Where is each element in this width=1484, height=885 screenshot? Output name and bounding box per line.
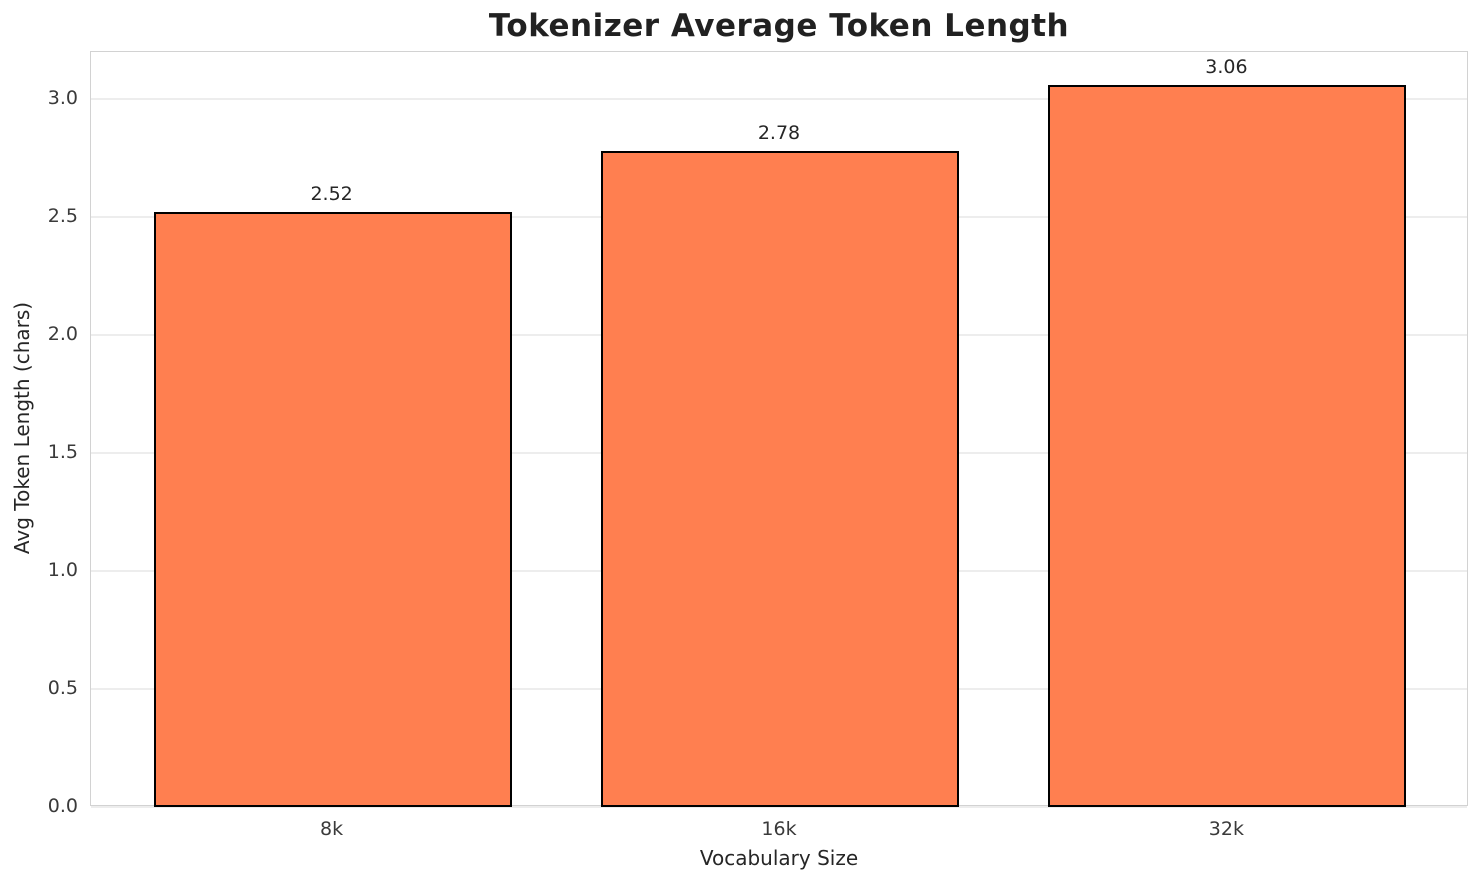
gridline (91, 98, 1467, 100)
chart-title: Tokenizer Average Token Length (488, 8, 1070, 44)
y-tick-label: 1.5 (47, 441, 78, 464)
x-axis-label: Vocabulary Size (699, 846, 859, 870)
y-tick-label: 3.0 (47, 87, 78, 110)
x-tick-label-32k: 32k (1208, 818, 1244, 840)
y-tick-label: 0.0 (47, 795, 78, 817)
bar-value-label-32k: 3.06 (1205, 56, 1248, 79)
y-tick-label: 1.0 (47, 559, 78, 582)
bar-16k (601, 151, 959, 807)
x-tick-label-8k: 8k (320, 818, 344, 840)
bar-value-label-16k: 2.78 (757, 122, 801, 145)
gridline (91, 806, 1467, 808)
plot-area (90, 51, 1468, 808)
y-axis-label: Avg Token Length (chars) (10, 301, 34, 555)
x-tick-label-16k: 16k (761, 818, 797, 840)
bar-32k (1048, 85, 1407, 807)
bar-8k (153, 212, 512, 807)
y-tick-label: 2.0 (47, 323, 78, 346)
bar-value-label-8k: 2.52 (310, 183, 353, 206)
y-tick-label: 2.5 (47, 205, 78, 228)
y-tick-label: 0.5 (47, 677, 78, 700)
